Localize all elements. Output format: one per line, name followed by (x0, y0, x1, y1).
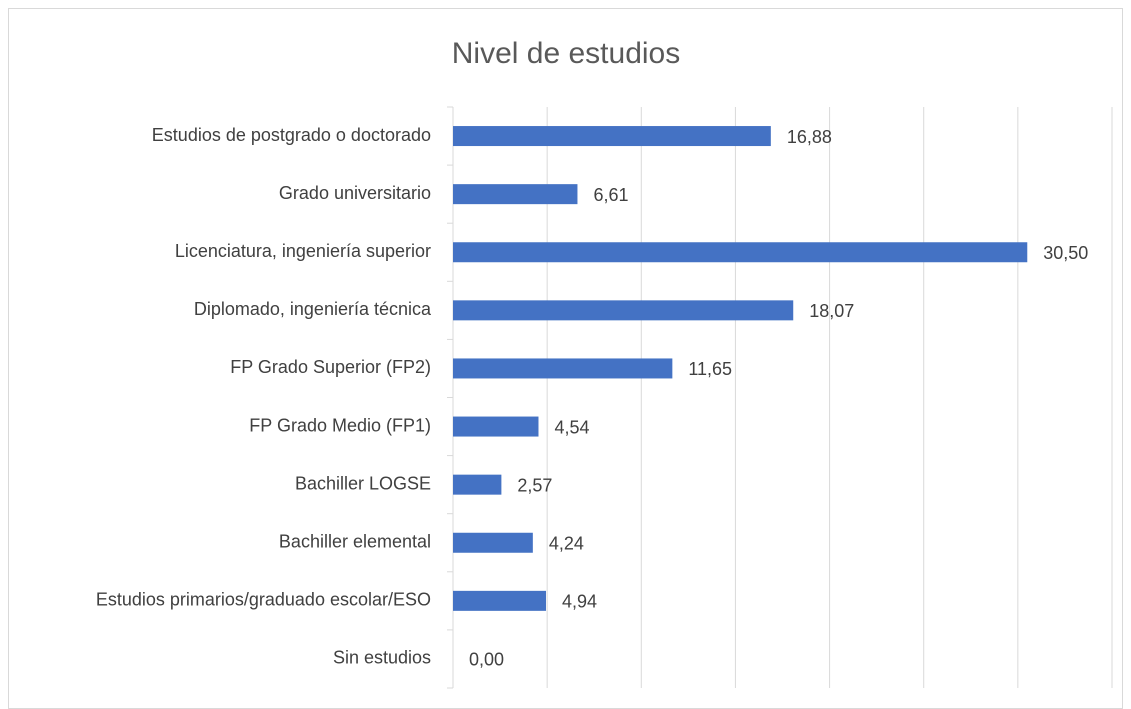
bar (453, 300, 794, 321)
y-tick-label: Grado universitario (279, 183, 431, 203)
y-tick-label: Licenciatura, ingeniería superior (175, 241, 431, 261)
bar (453, 416, 539, 437)
data-label: 30,50 (1043, 243, 1088, 263)
data-label: 4,94 (562, 592, 597, 612)
data-label: 2,57 (517, 475, 552, 495)
y-tick-label: Estudios primarios/graduado escolar/ESO (96, 590, 431, 610)
data-label: 11,65 (688, 359, 732, 379)
bar (453, 590, 547, 611)
y-tick-label: Estudios de postgrado o doctorado (152, 125, 431, 145)
bar (453, 184, 578, 205)
bar (453, 126, 771, 147)
y-tick-label: Sin estudios (333, 648, 431, 668)
chart-title: Nivel de estudios (452, 37, 680, 70)
data-label: 4,24 (549, 534, 584, 554)
data-label: 6,61 (593, 185, 628, 205)
y-tick-label: FP Grado Superior (FP2) (230, 357, 431, 377)
y-tick-label: Bachiller LOGSE (295, 473, 431, 493)
bar (453, 474, 502, 495)
y-tick-label: FP Grado Medio (FP1) (249, 415, 431, 435)
bar (453, 532, 533, 553)
data-label: 4,54 (554, 417, 589, 437)
y-tick-label: Bachiller elemental (279, 532, 431, 552)
bar (453, 242, 1028, 263)
data-label: 18,07 (809, 301, 854, 321)
bar (453, 358, 673, 379)
data-label: 16,88 (787, 127, 832, 147)
data-label: 0,00 (469, 650, 504, 670)
y-tick-label: Diplomado, ingeniería técnica (194, 299, 432, 319)
